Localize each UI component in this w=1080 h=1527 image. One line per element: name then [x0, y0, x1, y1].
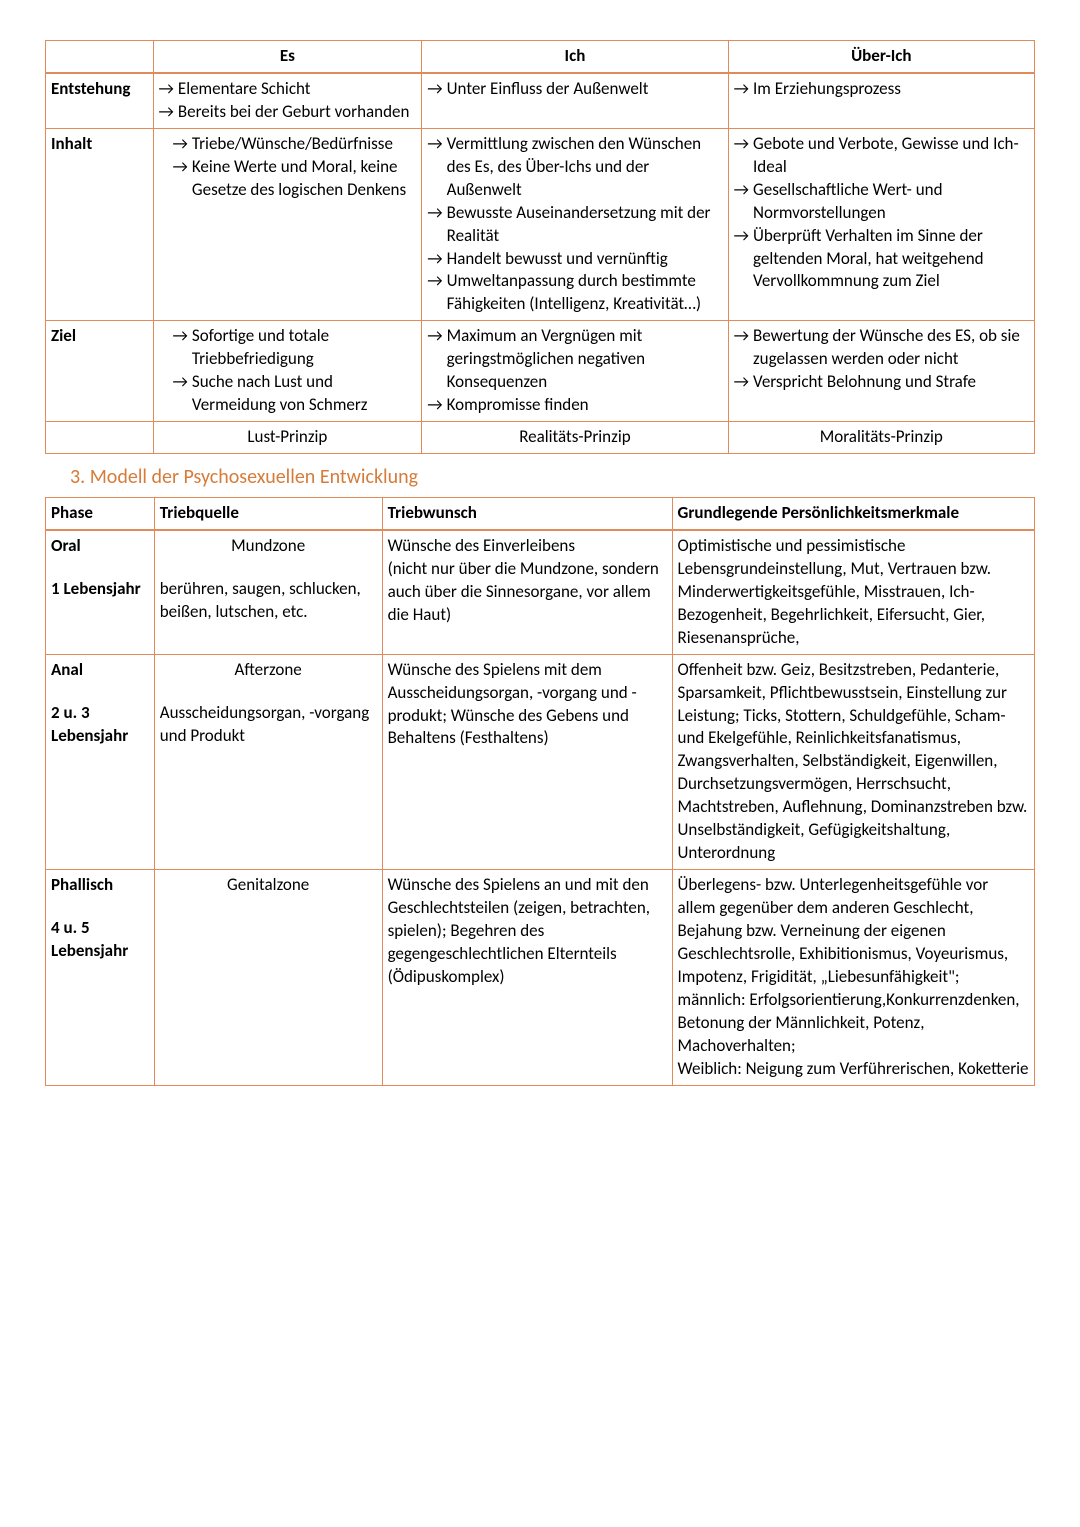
cell-ueber: →Im Erziehungsprozess	[728, 73, 1034, 128]
table-row: Phase Triebquelle Triebwunsch Grundlegen…	[46, 498, 1035, 530]
row-label: Ziel	[46, 321, 154, 422]
cell-text: Bereits bei der Geburt vorhanden	[178, 101, 416, 124]
row-label: Inhalt	[46, 128, 154, 321]
cell-es: →Triebe/Wünsche/Bedürfnisse →Keine Werte…	[153, 128, 422, 321]
triebquelle-head: Genitalzone	[160, 874, 377, 897]
arrow-icon: →	[734, 325, 753, 348]
cell-text: Verspricht Belohnung und Strafe	[753, 371, 1029, 394]
triebquelle-body: Ausscheidungsorgan, -vorgang und Produkt	[160, 702, 377, 748]
cell-es: →Elementare Schicht →Bereits bei der Geb…	[153, 73, 422, 128]
header-triebwunsch: Triebwunsch	[382, 498, 672, 530]
triebwunsch-cell: Wünsche des Einverleibens (nicht nur übe…	[382, 530, 672, 654]
phase-age: 1 Lebensjahr	[51, 578, 149, 601]
arrow-icon: →	[159, 156, 192, 179]
arrow-icon: →	[159, 101, 178, 124]
principle-ich: Realitäts-Prinzip	[422, 422, 728, 454]
arrow-icon: →	[159, 78, 178, 101]
header-ueberich: Über-Ich	[728, 41, 1034, 73]
cell-ich: →Unter Einfluss der Außenwelt	[422, 73, 728, 128]
principle-ueber: Moralitäts-Prinzip	[728, 422, 1034, 454]
cell-ich: →Vermittlung zwischen den Wünschen des E…	[422, 128, 728, 321]
phase-cell: Oral 1 Lebensjahr	[46, 530, 155, 654]
phase-cell: Anal 2 u. 3 Lebensjahr	[46, 654, 155, 869]
arrow-icon: →	[427, 325, 446, 348]
cell-text: Keine Werte und Moral, keine Gesetze des…	[192, 156, 416, 202]
header-triebquelle: Triebquelle	[154, 498, 382, 530]
instanzen-table: Es Ich Über-Ich Entstehung →Elementare S…	[45, 40, 1035, 454]
table-row: Phallisch 4 u. 5 Lebensjahr Genitalzone …	[46, 870, 1035, 1085]
cell-text: Sofortige und totale Triebbefriedigung	[192, 325, 416, 371]
triebquelle-body: berühren, saugen, schlucken, beißen, lut…	[160, 578, 377, 624]
header-es: Es	[153, 41, 422, 73]
table-row: Anal 2 u. 3 Lebensjahr Afterzone Aussche…	[46, 654, 1035, 869]
cell-text: Bewusste Auseinandersetzung mit der Real…	[447, 202, 723, 248]
section-heading: 3. Modell der Psychosexuellen Entwicklun…	[45, 454, 1035, 497]
triebquelle-head: Afterzone	[160, 659, 377, 682]
triebquelle-cell: Mundzone berühren, saugen, schlucken, be…	[154, 530, 382, 654]
row-label: Entstehung	[46, 73, 154, 128]
arrow-icon: →	[159, 371, 192, 394]
cell-text: Bewertung der Wünsche des ES, ob sie zug…	[753, 325, 1029, 371]
cell-text: Elementare Schicht	[178, 78, 416, 101]
arrow-icon: →	[159, 325, 192, 348]
arrow-icon: →	[159, 133, 192, 156]
triebwunsch-cell: Wünsche des Spielens an und mit den Gesc…	[382, 870, 672, 1085]
phase-name: Oral	[51, 535, 149, 558]
arrow-icon: →	[734, 179, 753, 202]
triebquelle-head: Mundzone	[160, 535, 377, 558]
merkmale-cell: Optimistische und pessimistische Lebensg…	[672, 530, 1034, 654]
arrow-icon: →	[734, 133, 753, 156]
cell-ich: →Maximum an Vergnügen mit geringstmöglic…	[422, 321, 728, 422]
triebquelle-cell: Genitalzone	[154, 870, 382, 1085]
table-row: Oral 1 Lebensjahr Mundzone berühren, sau…	[46, 530, 1035, 654]
header-merkmale: Grundlegende Persönlichkeitsmerkmale	[672, 498, 1034, 530]
table-row: Ziel →Sofortige und totale Triebbefriedi…	[46, 321, 1035, 422]
arrow-icon: →	[734, 225, 753, 248]
cell-text: Handelt bewusst und vernünftig	[447, 248, 723, 271]
arrow-icon: →	[427, 270, 446, 293]
table-row: Inhalt →Triebe/Wünsche/Bedürfnisse →Kein…	[46, 128, 1035, 321]
cell-empty	[46, 422, 154, 454]
arrow-icon: →	[427, 202, 446, 225]
principle-es: Lust-Prinzip	[153, 422, 422, 454]
header-empty	[46, 41, 154, 73]
cell-text: Vermittlung zwischen den Wünschen des Es…	[447, 133, 723, 202]
cell-text: Gesellschaftliche Wert- und Normvorstell…	[753, 179, 1029, 225]
arrow-icon: →	[427, 133, 446, 156]
phase-age: 2 u. 3 Lebensjahr	[51, 702, 149, 748]
phase-name: Anal	[51, 659, 149, 682]
table-row: Lust-Prinzip Realitäts-Prinzip Moralität…	[46, 422, 1035, 454]
cell-text: Umweltanpassung durch bestimmte Fähigkei…	[447, 270, 723, 316]
cell-text: Triebe/Wünsche/Bedürfnisse	[192, 133, 416, 156]
arrow-icon: →	[734, 78, 753, 101]
arrow-icon: →	[427, 78, 446, 101]
cell-text: Kompromisse finden	[447, 394, 723, 417]
arrow-icon: →	[427, 394, 446, 417]
arrow-icon: →	[734, 371, 753, 394]
cell-ueber: →Gebote und Verbote, Gewisse und Ich-Ide…	[728, 128, 1034, 321]
phase-cell: Phallisch 4 u. 5 Lebensjahr	[46, 870, 155, 1085]
cell-text: Überprüft Verhalten im Sinne der geltend…	[753, 225, 1029, 294]
triebwunsch-cell: Wünsche des Spielens mit dem Ausscheidun…	[382, 654, 672, 869]
header-phase: Phase	[46, 498, 155, 530]
cell-text: Unter Einfluss der Außenwelt	[447, 78, 723, 101]
table-row: Es Ich Über-Ich	[46, 41, 1035, 73]
cell-es: →Sofortige und totale Triebbefriedigung …	[153, 321, 422, 422]
cell-text: Maximum an Vergnügen mit geringstmöglich…	[447, 325, 723, 394]
cell-text: Gebote und Verbote, Gewisse und Ich-Idea…	[753, 133, 1029, 179]
phase-name: Phallisch	[51, 874, 149, 897]
psychosexuelle-table: Phase Triebquelle Triebwunsch Grundlegen…	[45, 497, 1035, 1086]
phase-age: 4 u. 5 Lebensjahr	[51, 917, 149, 963]
cell-ueber: →Bewertung der Wünsche des ES, ob sie zu…	[728, 321, 1034, 422]
cell-text: Im Erziehungsprozess	[753, 78, 1029, 101]
merkmale-cell: Überlegens- bzw. Unterlegenheitsgefühle …	[672, 870, 1034, 1085]
table-row: Entstehung →Elementare Schicht →Bereits …	[46, 73, 1035, 128]
arrow-icon: →	[427, 248, 446, 271]
header-ich: Ich	[422, 41, 728, 73]
cell-text: Suche nach Lust und Vermeidung von Schme…	[192, 371, 416, 417]
merkmale-cell: Offenheit bzw. Geiz, Besitzstreben, Peda…	[672, 654, 1034, 869]
triebquelle-cell: Afterzone Ausscheidungsorgan, -vorgang u…	[154, 654, 382, 869]
